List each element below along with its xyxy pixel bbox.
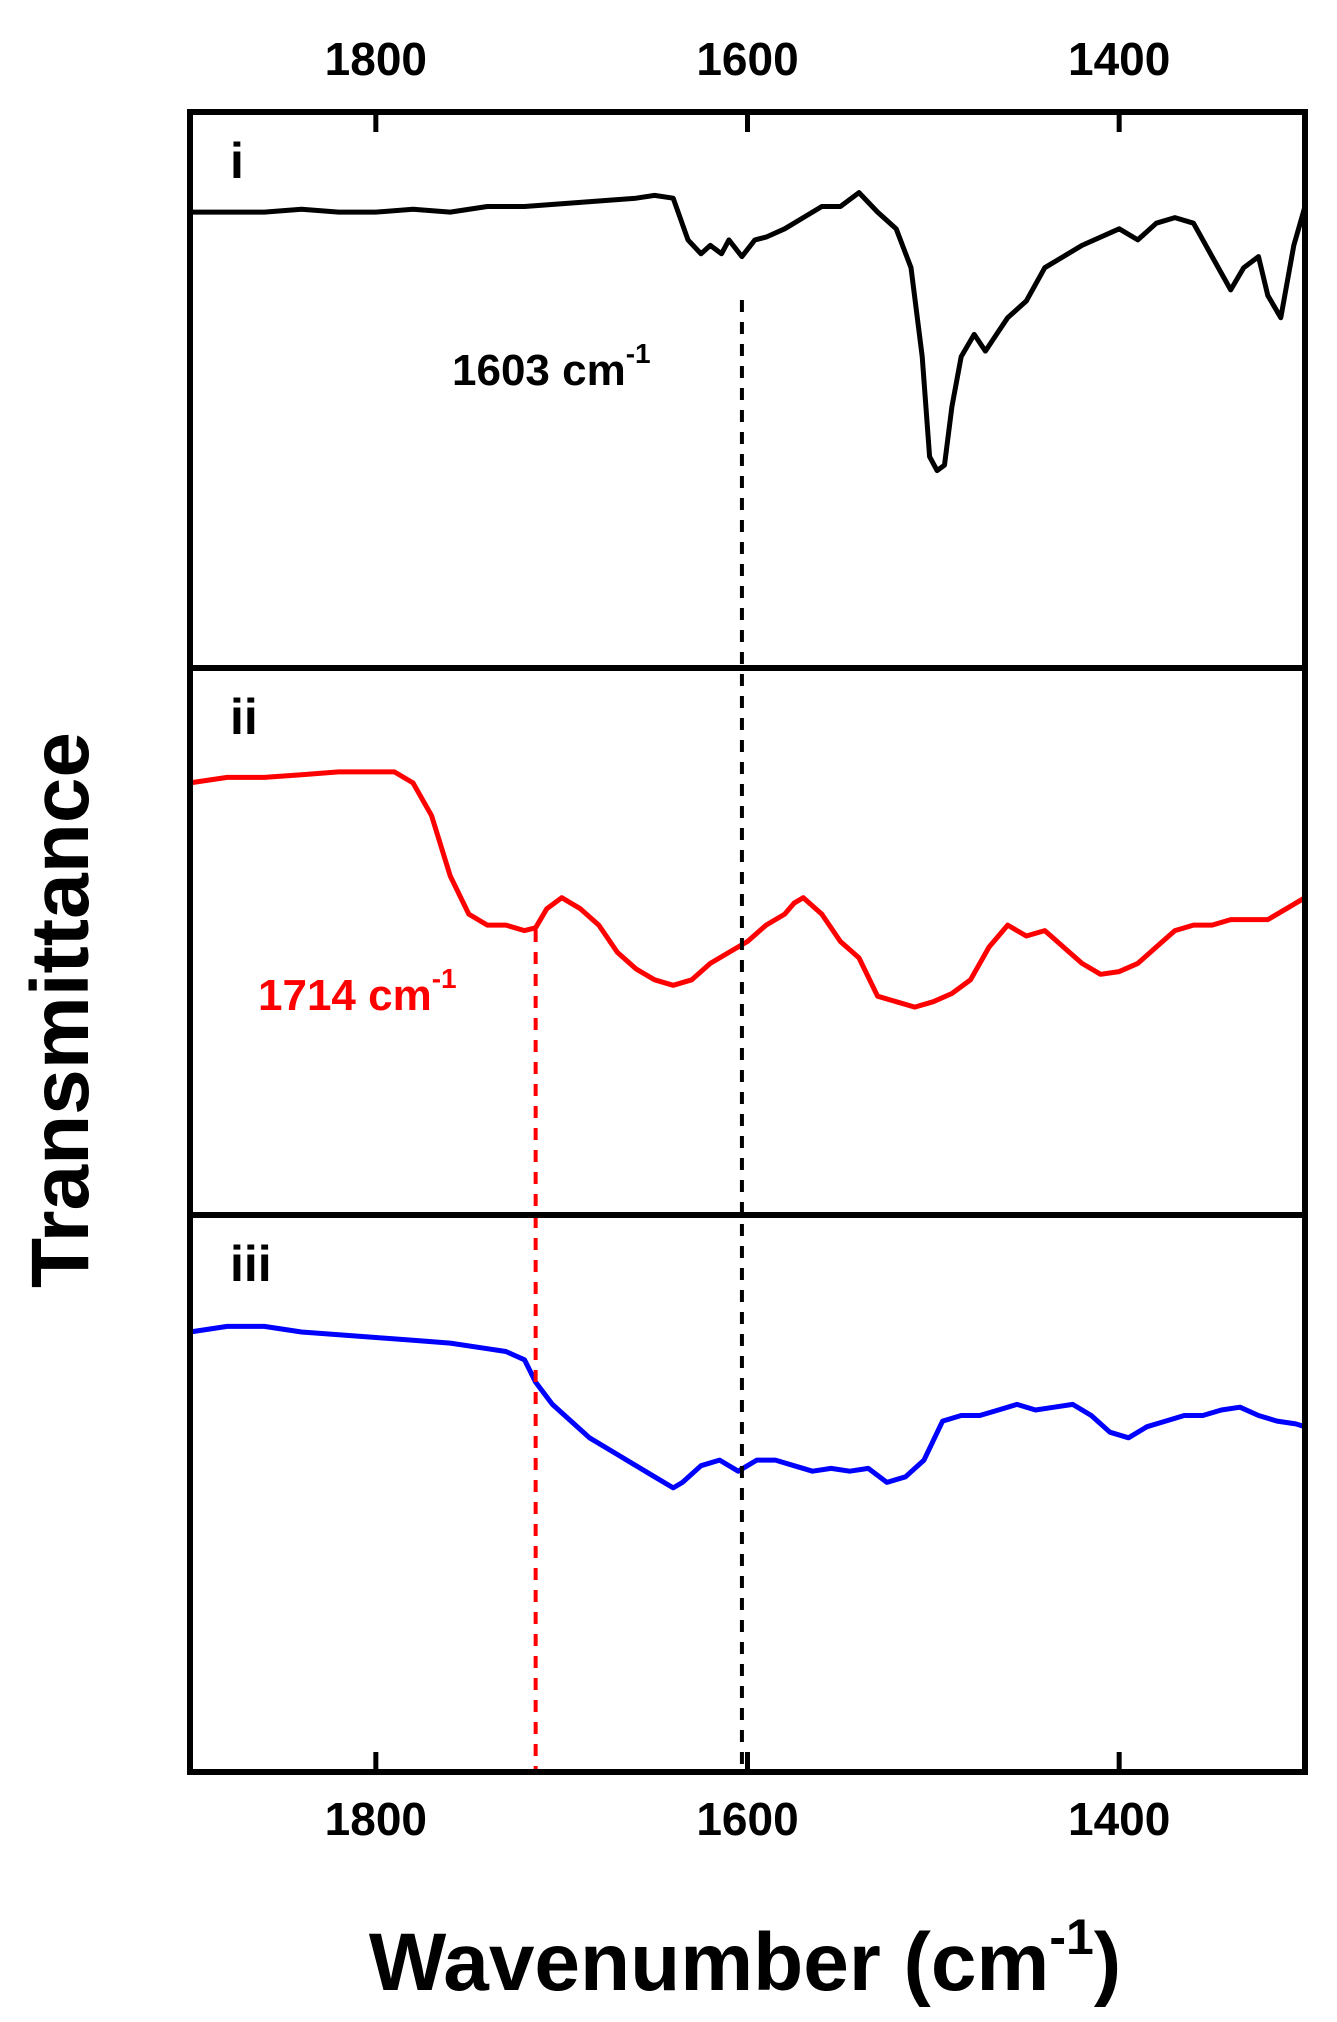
- top-tick-label-1400: 1400: [1068, 33, 1170, 85]
- top-tick-label-1800: 1800: [325, 33, 427, 85]
- panel-label-iii: iii: [230, 1236, 272, 1292]
- bottom-tick-label-1600: 1600: [696, 1793, 798, 1845]
- y-axis-title: Transmittance: [15, 732, 106, 1288]
- annotation-1603: 1603 cm-1: [452, 338, 651, 395]
- series-line-panel-iii: [187, 1323, 1308, 1491]
- annotation-1714: 1714 cm-1: [258, 963, 457, 1020]
- x-axis-title-sup: -1: [1049, 1909, 1093, 1965]
- bottom-tick-label-1800: 1800: [325, 1793, 427, 1845]
- x-axis-title: Wavenumber (cm-1): [369, 1909, 1121, 2008]
- x-axis-title-end: ): [1094, 1917, 1121, 2008]
- top-tick-label-1600: 1600: [696, 33, 798, 85]
- panel-label-ii: ii: [230, 689, 258, 745]
- panel-label-i: i: [230, 133, 244, 189]
- series-line-panel-i: [187, 190, 1308, 474]
- bottom-tick-label-1400: 1400: [1068, 1793, 1170, 1845]
- x-axis-title-main: Wavenumber (cm: [369, 1917, 1049, 2008]
- series-line-panel-ii: [187, 769, 1308, 1010]
